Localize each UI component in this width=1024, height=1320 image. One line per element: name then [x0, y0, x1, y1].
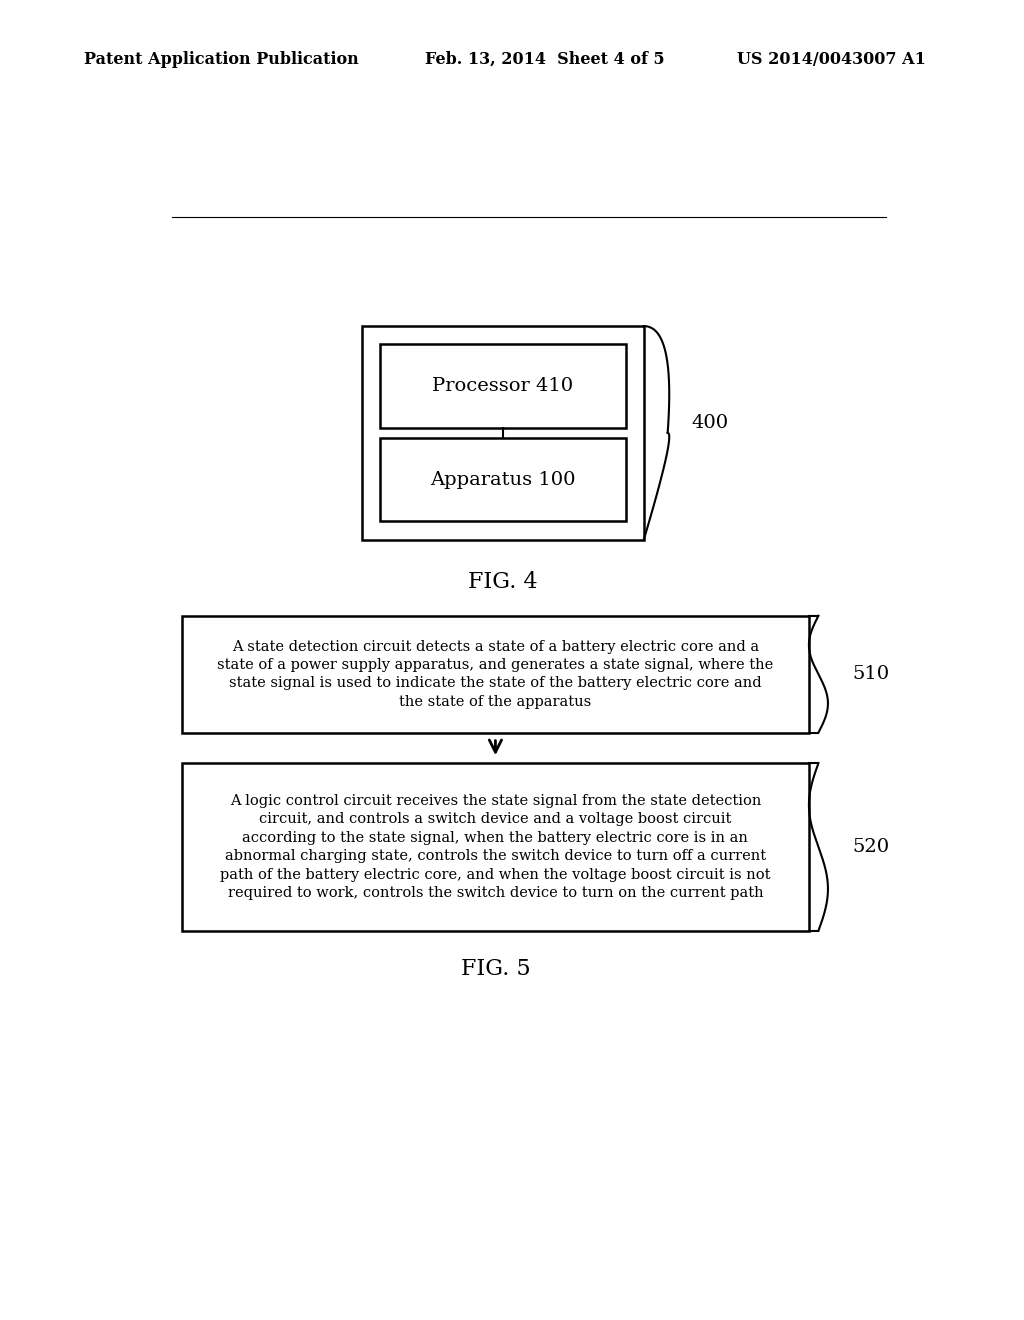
Bar — [380, 345, 626, 428]
Text: Processor 410: Processor 410 — [432, 378, 573, 395]
Text: 510: 510 — [853, 665, 890, 684]
Text: Apparatus 100: Apparatus 100 — [430, 471, 575, 488]
Text: 520: 520 — [853, 838, 890, 855]
Text: Patent Application Publication: Patent Application Publication — [84, 51, 358, 67]
Bar — [182, 615, 809, 733]
Bar — [182, 763, 809, 931]
Text: FIG. 4: FIG. 4 — [468, 572, 538, 593]
Text: 400: 400 — [691, 413, 729, 432]
Text: A state detection circuit detects a state of a battery electric core and a
state: A state detection circuit detects a stat… — [217, 640, 773, 709]
Text: US 2014/0043007 A1: US 2014/0043007 A1 — [737, 51, 926, 67]
Bar — [362, 326, 644, 540]
Text: FIG. 5: FIG. 5 — [461, 958, 530, 981]
Text: A logic control circuit receives the state signal from the state detection
circu: A logic control circuit receives the sta… — [220, 795, 771, 900]
Bar — [380, 438, 626, 521]
Text: Feb. 13, 2014  Sheet 4 of 5: Feb. 13, 2014 Sheet 4 of 5 — [425, 51, 665, 67]
